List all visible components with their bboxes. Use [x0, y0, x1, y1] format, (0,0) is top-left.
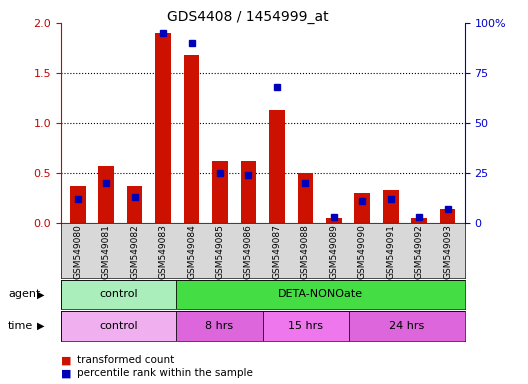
- Bar: [440, 209, 455, 223]
- FancyBboxPatch shape: [349, 311, 465, 341]
- FancyBboxPatch shape: [263, 311, 349, 341]
- Text: GSM549093: GSM549093: [443, 224, 452, 279]
- Text: 24 hrs: 24 hrs: [389, 321, 425, 331]
- Text: GSM549083: GSM549083: [158, 224, 167, 279]
- Text: DETA-NONOate: DETA-NONOate: [278, 289, 363, 300]
- Text: transformed count: transformed count: [77, 355, 174, 365]
- FancyBboxPatch shape: [61, 280, 176, 309]
- Text: GSM549081: GSM549081: [102, 224, 111, 279]
- Bar: [269, 110, 285, 223]
- Text: 15 hrs: 15 hrs: [288, 321, 324, 331]
- Text: ▶: ▶: [37, 321, 44, 331]
- Text: time: time: [8, 321, 33, 331]
- Text: GSM549091: GSM549091: [386, 224, 395, 279]
- Text: ▶: ▶: [37, 289, 44, 300]
- Text: GDS4408 / 1454999_at: GDS4408 / 1454999_at: [167, 10, 329, 23]
- Bar: [127, 186, 143, 223]
- Text: control: control: [99, 321, 138, 331]
- Text: GSM549089: GSM549089: [329, 224, 338, 279]
- Text: GSM549082: GSM549082: [130, 224, 139, 279]
- Text: GSM549092: GSM549092: [414, 224, 423, 279]
- Bar: [383, 190, 399, 223]
- Text: GSM549086: GSM549086: [244, 224, 253, 279]
- FancyBboxPatch shape: [176, 311, 263, 341]
- Text: GSM549088: GSM549088: [301, 224, 310, 279]
- Bar: [411, 218, 427, 223]
- FancyBboxPatch shape: [61, 311, 176, 341]
- Bar: [241, 161, 256, 223]
- Text: GSM549087: GSM549087: [272, 224, 281, 279]
- Text: GSM549090: GSM549090: [358, 224, 367, 279]
- Text: GSM549084: GSM549084: [187, 224, 196, 279]
- Text: 8 hrs: 8 hrs: [205, 321, 233, 331]
- Bar: [184, 55, 200, 223]
- Bar: [70, 186, 86, 223]
- Text: ■: ■: [61, 355, 71, 365]
- Bar: [155, 33, 171, 223]
- Bar: [212, 161, 228, 223]
- Text: GSM549080: GSM549080: [73, 224, 82, 279]
- Bar: [297, 173, 313, 223]
- Text: control: control: [99, 289, 138, 300]
- Bar: [98, 166, 114, 223]
- Text: percentile rank within the sample: percentile rank within the sample: [77, 368, 252, 378]
- Bar: [326, 218, 342, 223]
- Text: GSM549085: GSM549085: [215, 224, 224, 279]
- Bar: [354, 193, 370, 223]
- Text: agent: agent: [8, 289, 40, 300]
- FancyBboxPatch shape: [176, 280, 465, 309]
- Text: ■: ■: [61, 368, 71, 378]
